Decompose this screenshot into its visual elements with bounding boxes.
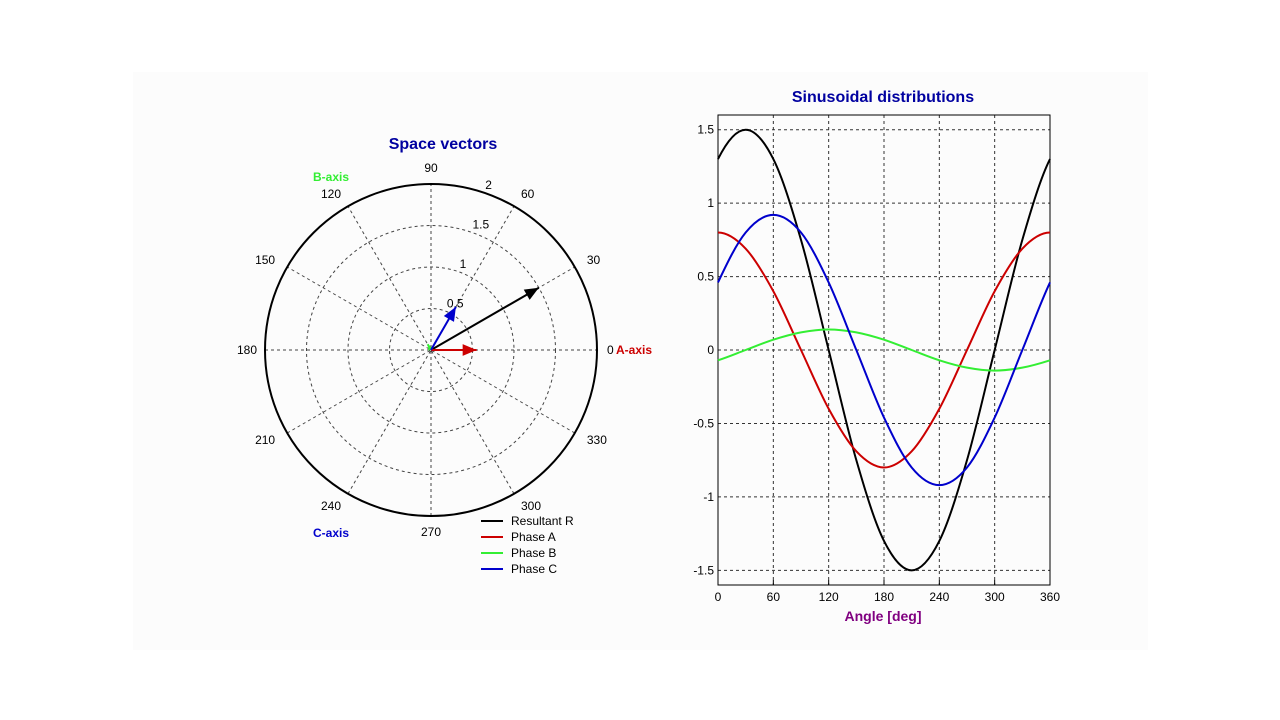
c-axis-label: C-axis [313, 526, 349, 540]
legend-entry: Phase A [511, 530, 556, 544]
polar-r-tick-label: 1 [460, 257, 467, 271]
polar-angle-tick-label: 90 [424, 161, 438, 175]
polar-r-tick-label: 1.5 [472, 218, 489, 232]
polar-angle-tick-label: 210 [255, 433, 275, 447]
x-tick-label: 300 [985, 590, 1005, 604]
legend-entry: Phase C [511, 562, 557, 576]
polar-angle-tick-label: 180 [237, 343, 257, 357]
polar-range-ring [306, 225, 556, 475]
polar-angle-tick-label: 330 [587, 433, 607, 447]
polar-angle-tick-label: 60 [521, 187, 535, 201]
polar-boundary [264, 183, 598, 517]
polar-plot: 0.5 1 1.5 2 0 30 60 90 120 150 180 210 240 270 300 330 A… [237, 161, 652, 540]
vector-phase-b-arrowhead [427, 344, 433, 351]
y-tick-label: 0.5 [697, 270, 714, 284]
vector-resultant-r-arrowhead [523, 287, 539, 300]
polar-angle-tick-label: 30 [587, 253, 601, 267]
x-tick-label: 60 [767, 590, 781, 604]
polar-r-tick-label: 2 [485, 178, 492, 192]
vector-resultant-r [430, 286, 540, 351]
legend-entry: Resultant R [511, 514, 574, 528]
plot-frame [717, 114, 1051, 586]
polar-angle-tick-label: 300 [521, 499, 541, 513]
series-phase-c [717, 213, 1051, 487]
y-tick-label: 1.5 [697, 123, 714, 137]
y-tick-label: -0.5 [693, 416, 714, 430]
polar-spoke [347, 205, 515, 495]
vector-phase-a-arrowhead [462, 344, 477, 356]
polar-angle-tick-label: 150 [255, 253, 275, 267]
x-axis-label: Angle [deg] [845, 608, 922, 624]
y-tick-label: 0 [707, 343, 714, 357]
legend-entry: Phase B [511, 546, 556, 560]
x-tick-label: 360 [1040, 590, 1060, 604]
x-tick-label: 180 [874, 590, 894, 604]
polar-r-tick-label: 0.5 [447, 297, 464, 311]
series-resultant-r [717, 128, 1051, 572]
y-tick-label: -1 [703, 490, 714, 504]
polar-title: Space vectors [389, 136, 498, 153]
a-axis-label: A-axis [616, 343, 652, 357]
polar-angle-tick-label: 0 [607, 343, 614, 357]
x-tick-label: 0 [715, 590, 722, 604]
series-phase-b [717, 328, 1051, 372]
polar-spoke [347, 205, 515, 495]
x-tick-label: 240 [929, 590, 949, 604]
y-tick-label: -1.5 [693, 563, 714, 577]
vector-phase-c-arrowhead [443, 306, 456, 322]
line-chart-title: Sinusoidal distributions [792, 89, 974, 106]
polar-range-ring [347, 266, 515, 434]
line-chart: 0 60 120 180 240 300 360 -1.5 -1 -0.5 0 0.5 1 1.5 [693, 114, 1060, 604]
x-tick-label: 120 [819, 590, 839, 604]
b-axis-label: B-axis [313, 170, 349, 184]
polar-spoke [286, 266, 576, 434]
polar-angle-tick-label: 120 [321, 187, 341, 201]
series-phase-a [717, 231, 1051, 469]
figure-panel [133, 72, 1148, 650]
legend: Resultant R Phase A Phase B Phase C [481, 514, 574, 576]
polar-angle-tick-label: 270 [421, 525, 441, 539]
polar-angle-tick-label: 240 [321, 499, 341, 513]
y-tick-label: 1 [707, 196, 714, 210]
